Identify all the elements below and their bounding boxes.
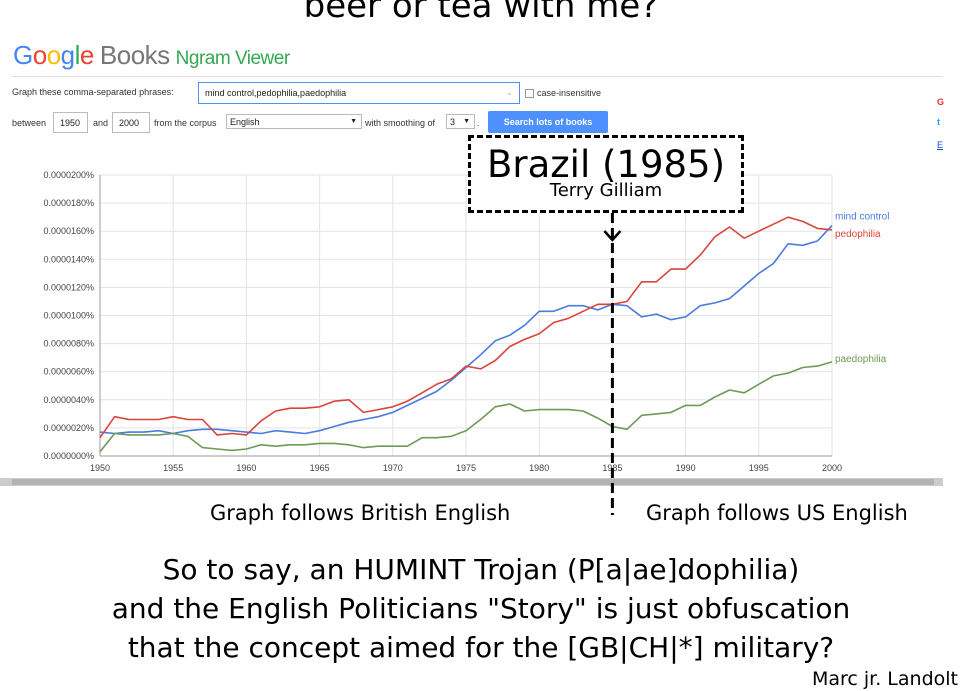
y-tick-label: 0.0000080% bbox=[43, 339, 94, 349]
header-divider bbox=[12, 76, 942, 77]
series-label-paedophilia: paedophilia bbox=[835, 354, 887, 365]
question-text: So to say, an HUMINT Trojan (P[a|ae]doph… bbox=[0, 550, 962, 667]
x-tick-label: 1965 bbox=[310, 463, 330, 473]
series-line-pedophilia bbox=[99, 216, 833, 439]
series-label-pedophilia: pedophilia bbox=[835, 229, 881, 240]
y-tick-label: 0.0000020% bbox=[43, 423, 94, 433]
google-books-logo[interactable]: Google Books Ngram Viewer bbox=[13, 40, 290, 71]
x-tick-label: 1980 bbox=[529, 463, 549, 473]
signature: Marc jr. Landolt bbox=[811, 668, 958, 690]
dropdown-arrow-icon: ▼ bbox=[350, 118, 357, 125]
x-tick-label: 1975 bbox=[456, 463, 476, 473]
y-tick-label: 0.0000200% bbox=[43, 170, 94, 180]
phrases-input[interactable]: mind control,pedophilia,paedophilia ⌄ bbox=[198, 82, 520, 104]
phrases-value: mind control,pedophilia,paedophilia bbox=[205, 88, 347, 98]
x-tick-label: 1995 bbox=[749, 463, 769, 473]
gplus-icon[interactable]: G bbox=[937, 97, 945, 107]
google-logo-text: Google bbox=[13, 40, 94, 70]
corpus-label: from the corpus bbox=[154, 118, 217, 128]
x-tick-label: 2000 bbox=[822, 463, 842, 473]
y-tick-label: 0.0000040% bbox=[43, 395, 94, 405]
x-tick-label: 1970 bbox=[383, 463, 403, 473]
callout-subtitle: Terry Gilliam bbox=[549, 180, 663, 201]
note-us: Graph follows US English bbox=[646, 501, 908, 525]
callout-title: Brazil (1985) bbox=[486, 143, 726, 186]
x-tick-label: 1960 bbox=[236, 463, 256, 473]
corpus-value: English bbox=[230, 117, 260, 127]
top-caption: beer or tea with me? bbox=[303, 0, 659, 26]
smoothing-select[interactable]: 3 ▼ bbox=[446, 114, 475, 129]
chart-scrollbar-thumb[interactable] bbox=[12, 479, 934, 485]
embed-link-icon[interactable]: E bbox=[937, 140, 944, 150]
year-end-input[interactable]: 2000 bbox=[112, 112, 150, 133]
y-tick-label: 0.0000000% bbox=[43, 451, 94, 461]
x-tick-label: 1985 bbox=[602, 463, 622, 473]
case-insensitive-label: case-insensitive bbox=[537, 88, 602, 98]
and-label: and bbox=[93, 118, 109, 128]
y-tick-label: 0.0000140% bbox=[43, 254, 94, 264]
y-tick-label: 0.0000100% bbox=[43, 311, 94, 321]
year-start-input[interactable]: 1950 bbox=[53, 112, 88, 133]
x-tick-label: 1955 bbox=[163, 463, 183, 473]
series-label-mind-control: mind control bbox=[835, 212, 889, 223]
ngram-viewer-label: Ngram Viewer bbox=[175, 48, 291, 69]
film-callout: Brazil (1985) Terry Gilliam bbox=[468, 135, 744, 213]
series-line-mind-control bbox=[99, 225, 833, 435]
x-tick-label: 1950 bbox=[90, 463, 110, 473]
note-british: Graph follows British English bbox=[210, 501, 511, 525]
smoothing-value: 3 bbox=[450, 117, 456, 127]
smoothing-label: with smoothing of bbox=[365, 118, 436, 128]
y-tick-label: 0.0000160% bbox=[43, 226, 94, 236]
search-button[interactable]: Search lots of books bbox=[488, 111, 608, 133]
phrases-label: Graph these comma-separated phrases: bbox=[12, 87, 174, 97]
period-label: . bbox=[477, 118, 480, 128]
dropdown-arrow-icon: ▼ bbox=[463, 118, 470, 125]
corpus-select[interactable]: English ▼ bbox=[226, 114, 362, 129]
y-tick-label: 0.0000180% bbox=[43, 198, 94, 208]
series-line-paedophilia bbox=[99, 361, 833, 453]
twitter-icon[interactable]: t bbox=[937, 117, 940, 127]
case-insensitive-checkbox[interactable] bbox=[525, 89, 534, 98]
y-tick-label: 0.0000120% bbox=[43, 282, 94, 292]
books-label: Books bbox=[99, 40, 170, 70]
question-line-3: that the concept aimed for the [GB|CH|*]… bbox=[127, 631, 835, 664]
ngram-chart: 0.0000000% 0.0000020% 0.0000040% 0.0000060%… bbox=[43, 170, 889, 473]
x-tick-label: 1990 bbox=[676, 463, 696, 473]
question-line-2: and the English Politicians "Story" is j… bbox=[111, 592, 851, 625]
question-line-1: So to say, an HUMINT Trojan (P[a|ae]doph… bbox=[162, 553, 800, 586]
chevron-down-icon: ⌄ bbox=[506, 88, 513, 97]
between-label: between bbox=[12, 118, 47, 128]
y-tick-label: 0.0000060% bbox=[43, 367, 94, 377]
